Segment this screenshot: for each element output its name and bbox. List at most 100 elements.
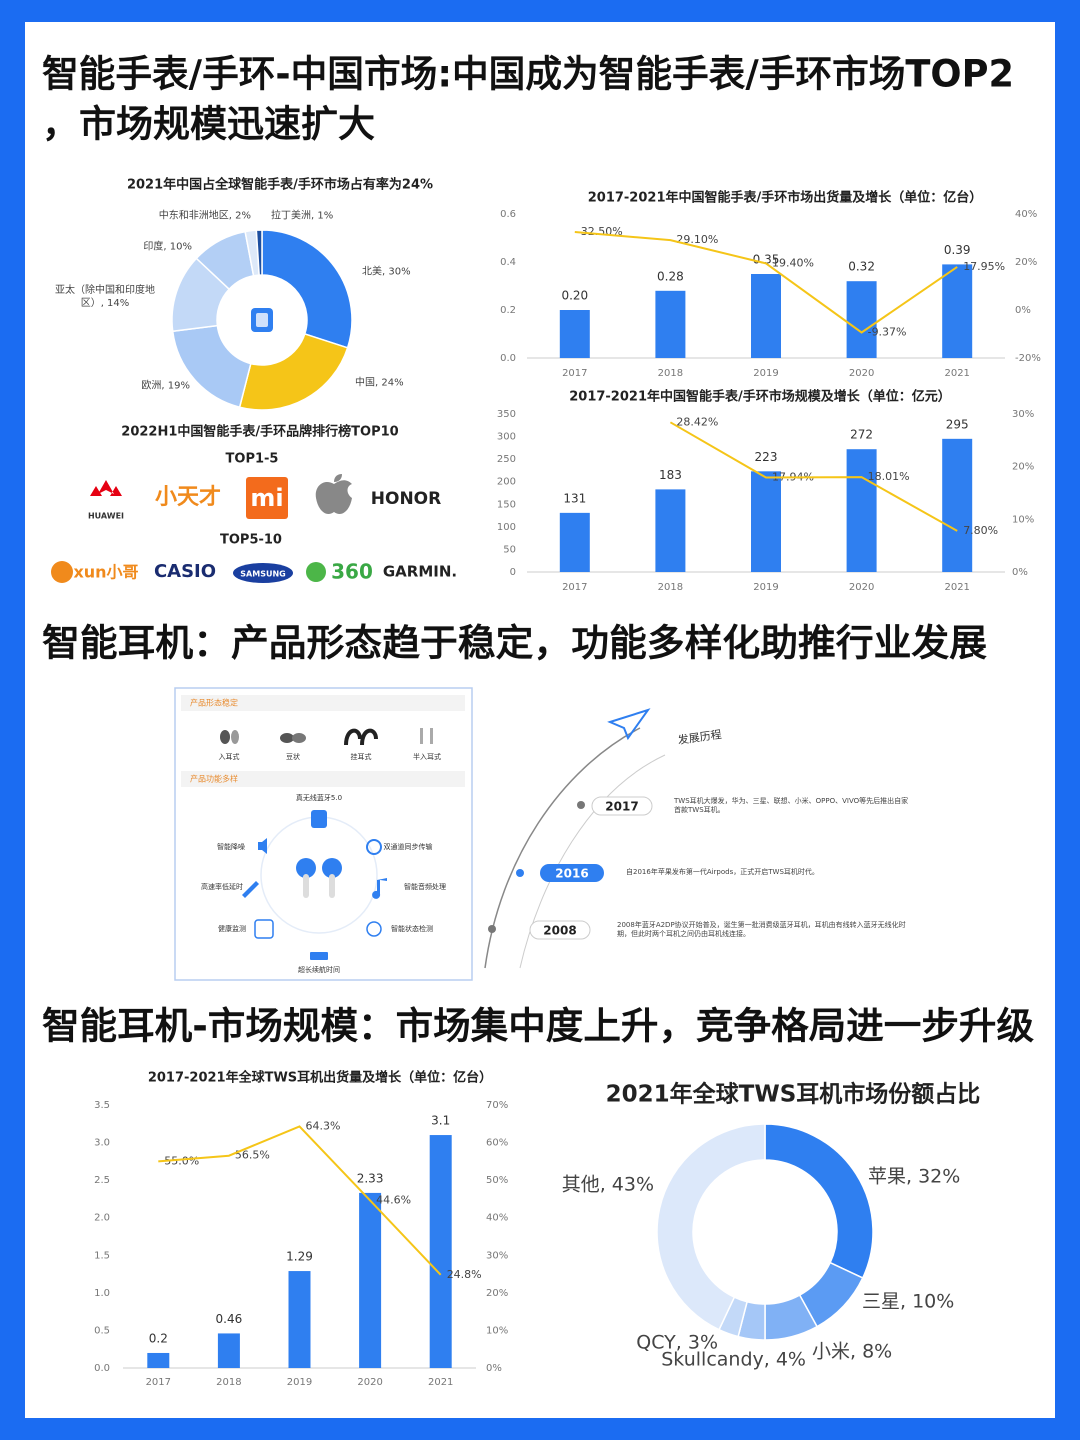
function-label: 智能状态检测 [391, 924, 433, 933]
slice-label: QCY, 3% [636, 1331, 718, 1354]
bar [559, 512, 590, 572]
tick-label: 0.5 [94, 1325, 110, 1336]
icon [420, 728, 423, 744]
bar-label: 0.46 [216, 1312, 243, 1326]
tick-label: 0% [1015, 305, 1031, 316]
bar-label: 295 [946, 417, 969, 431]
bar-label: 272 [850, 428, 873, 442]
donut-slice [238, 332, 349, 411]
brand: 360 [331, 560, 373, 584]
x-tick-label: 2019 [753, 368, 778, 379]
line-label: 18.01% [868, 470, 910, 483]
form-label: 豆状 [286, 752, 300, 761]
tick-label: 0 [510, 567, 516, 578]
slice-label: 北美, 30% [362, 266, 411, 278]
tick-label: 10% [1012, 514, 1034, 525]
icon [430, 728, 433, 744]
form-label: 入耳式 [219, 752, 240, 761]
line-label: 28.42% [676, 415, 718, 428]
tick-label: 350 [497, 409, 516, 420]
tick-label: 200 [497, 477, 516, 488]
event-text: 2008年蓝牙A2DP协议开始普及，诞生第一批消费级蓝牙耳机，耳机由有线转入蓝牙… [617, 921, 906, 939]
brand: xun小哥 [73, 563, 138, 582]
x-tick-label: 2017 [562, 582, 587, 593]
x-tick-label: 2021 [944, 368, 969, 379]
tick-label: 3.0 [94, 1138, 110, 1149]
line-label: 29.10% [676, 233, 718, 246]
chart-title: 2017-2021年中国智能手表/手环市场规模及增长（单位：亿元） [569, 389, 951, 405]
bar-label: 0.20 [561, 289, 588, 303]
bar [751, 471, 781, 572]
donut-slice [255, 229, 263, 276]
tick-label: 30% [1012, 409, 1034, 420]
chart-title: 2017-2021年全球TWS耳机出货量及增长（单位：亿台） [148, 1070, 492, 1086]
heading: 智能耳机-市场规模：市场集中度上升，竞争格局进一步升级 [42, 1005, 1034, 1048]
year: 2016 [555, 867, 588, 881]
year: 2008 [543, 924, 576, 938]
icon [242, 881, 259, 898]
icon [220, 730, 230, 744]
slice-label: 三星, 10% [862, 1290, 955, 1313]
slice-label: 其他, 43% [561, 1173, 654, 1196]
bar [147, 1352, 170, 1368]
earbud [303, 874, 309, 898]
icon [258, 838, 267, 854]
brand: HUAWEI [88, 512, 124, 521]
x-tick-label: 2020 [849, 368, 874, 379]
heading: 智能手表/手环-中国市场:中国成为智能手表/手环市场TOP2 [42, 53, 1014, 96]
donut-slice [656, 1123, 766, 1331]
bar [288, 1271, 311, 1368]
group-label: TOP5-10 [220, 533, 282, 548]
samsung-logo [233, 563, 293, 583]
x-tick-label: 2020 [357, 1377, 382, 1388]
function-label: 真无线蓝牙5.0 [296, 793, 342, 802]
tick-label: 20% [1015, 257, 1037, 268]
watch-icon [256, 313, 268, 327]
event-text: TWS耳机大爆发，华为、三星、联想、小米、OPPO、VIVO等先后推出自家首款T… [674, 797, 909, 815]
tick-label: 250 [497, 454, 516, 465]
slice-label: 苹果, 32% [868, 1165, 961, 1188]
icon [311, 810, 327, 828]
chart-title: 2017-2021年中国智能手表/手环市场出货量及增长（单位：亿台） [588, 190, 983, 206]
timeline-dot [577, 801, 585, 809]
brand: mi [250, 484, 283, 512]
tick-label: 60% [486, 1138, 508, 1149]
panel-header [181, 771, 465, 787]
bar [942, 264, 973, 358]
line-label: 44.6% [376, 1193, 411, 1206]
bar [942, 438, 973, 572]
tick-label: 1.5 [94, 1250, 110, 1261]
tick-label: 20% [1012, 462, 1034, 473]
brand: GARMIN. [383, 563, 457, 581]
tick-label: 50% [486, 1175, 508, 1186]
earbud [296, 858, 316, 878]
tick-label: 2.5 [94, 1175, 110, 1186]
tick-label: 0.6 [500, 209, 516, 220]
tick-label: 70% [486, 1100, 508, 1111]
year: 2017 [605, 800, 638, 814]
bar [429, 1135, 452, 1368]
panel-header [181, 695, 465, 711]
year-pill [540, 864, 604, 882]
line-label: 24.8% [447, 1268, 482, 1281]
x-tick-label: 2021 [428, 1377, 453, 1388]
function-icons [242, 810, 387, 960]
line-label: 64.3% [306, 1119, 341, 1132]
bar-label: 131 [563, 491, 586, 505]
tick-label: 10% [486, 1325, 508, 1336]
group-label: TOP1-5 [226, 452, 279, 467]
timeline-dot [488, 925, 496, 933]
year-pill [529, 920, 591, 940]
function-label: 智能音频处理 [404, 882, 446, 891]
growth-line [158, 1125, 442, 1276]
tick-label: 0.2 [500, 305, 516, 316]
tick-label: 0% [486, 1363, 502, 1374]
bar [846, 281, 877, 358]
icon [344, 728, 378, 746]
x-tick-label: 2020 [849, 582, 874, 593]
tick-label: 20% [486, 1288, 508, 1299]
bar [655, 290, 686, 358]
icon [292, 733, 306, 743]
line-label: 56.5% [235, 1149, 270, 1162]
